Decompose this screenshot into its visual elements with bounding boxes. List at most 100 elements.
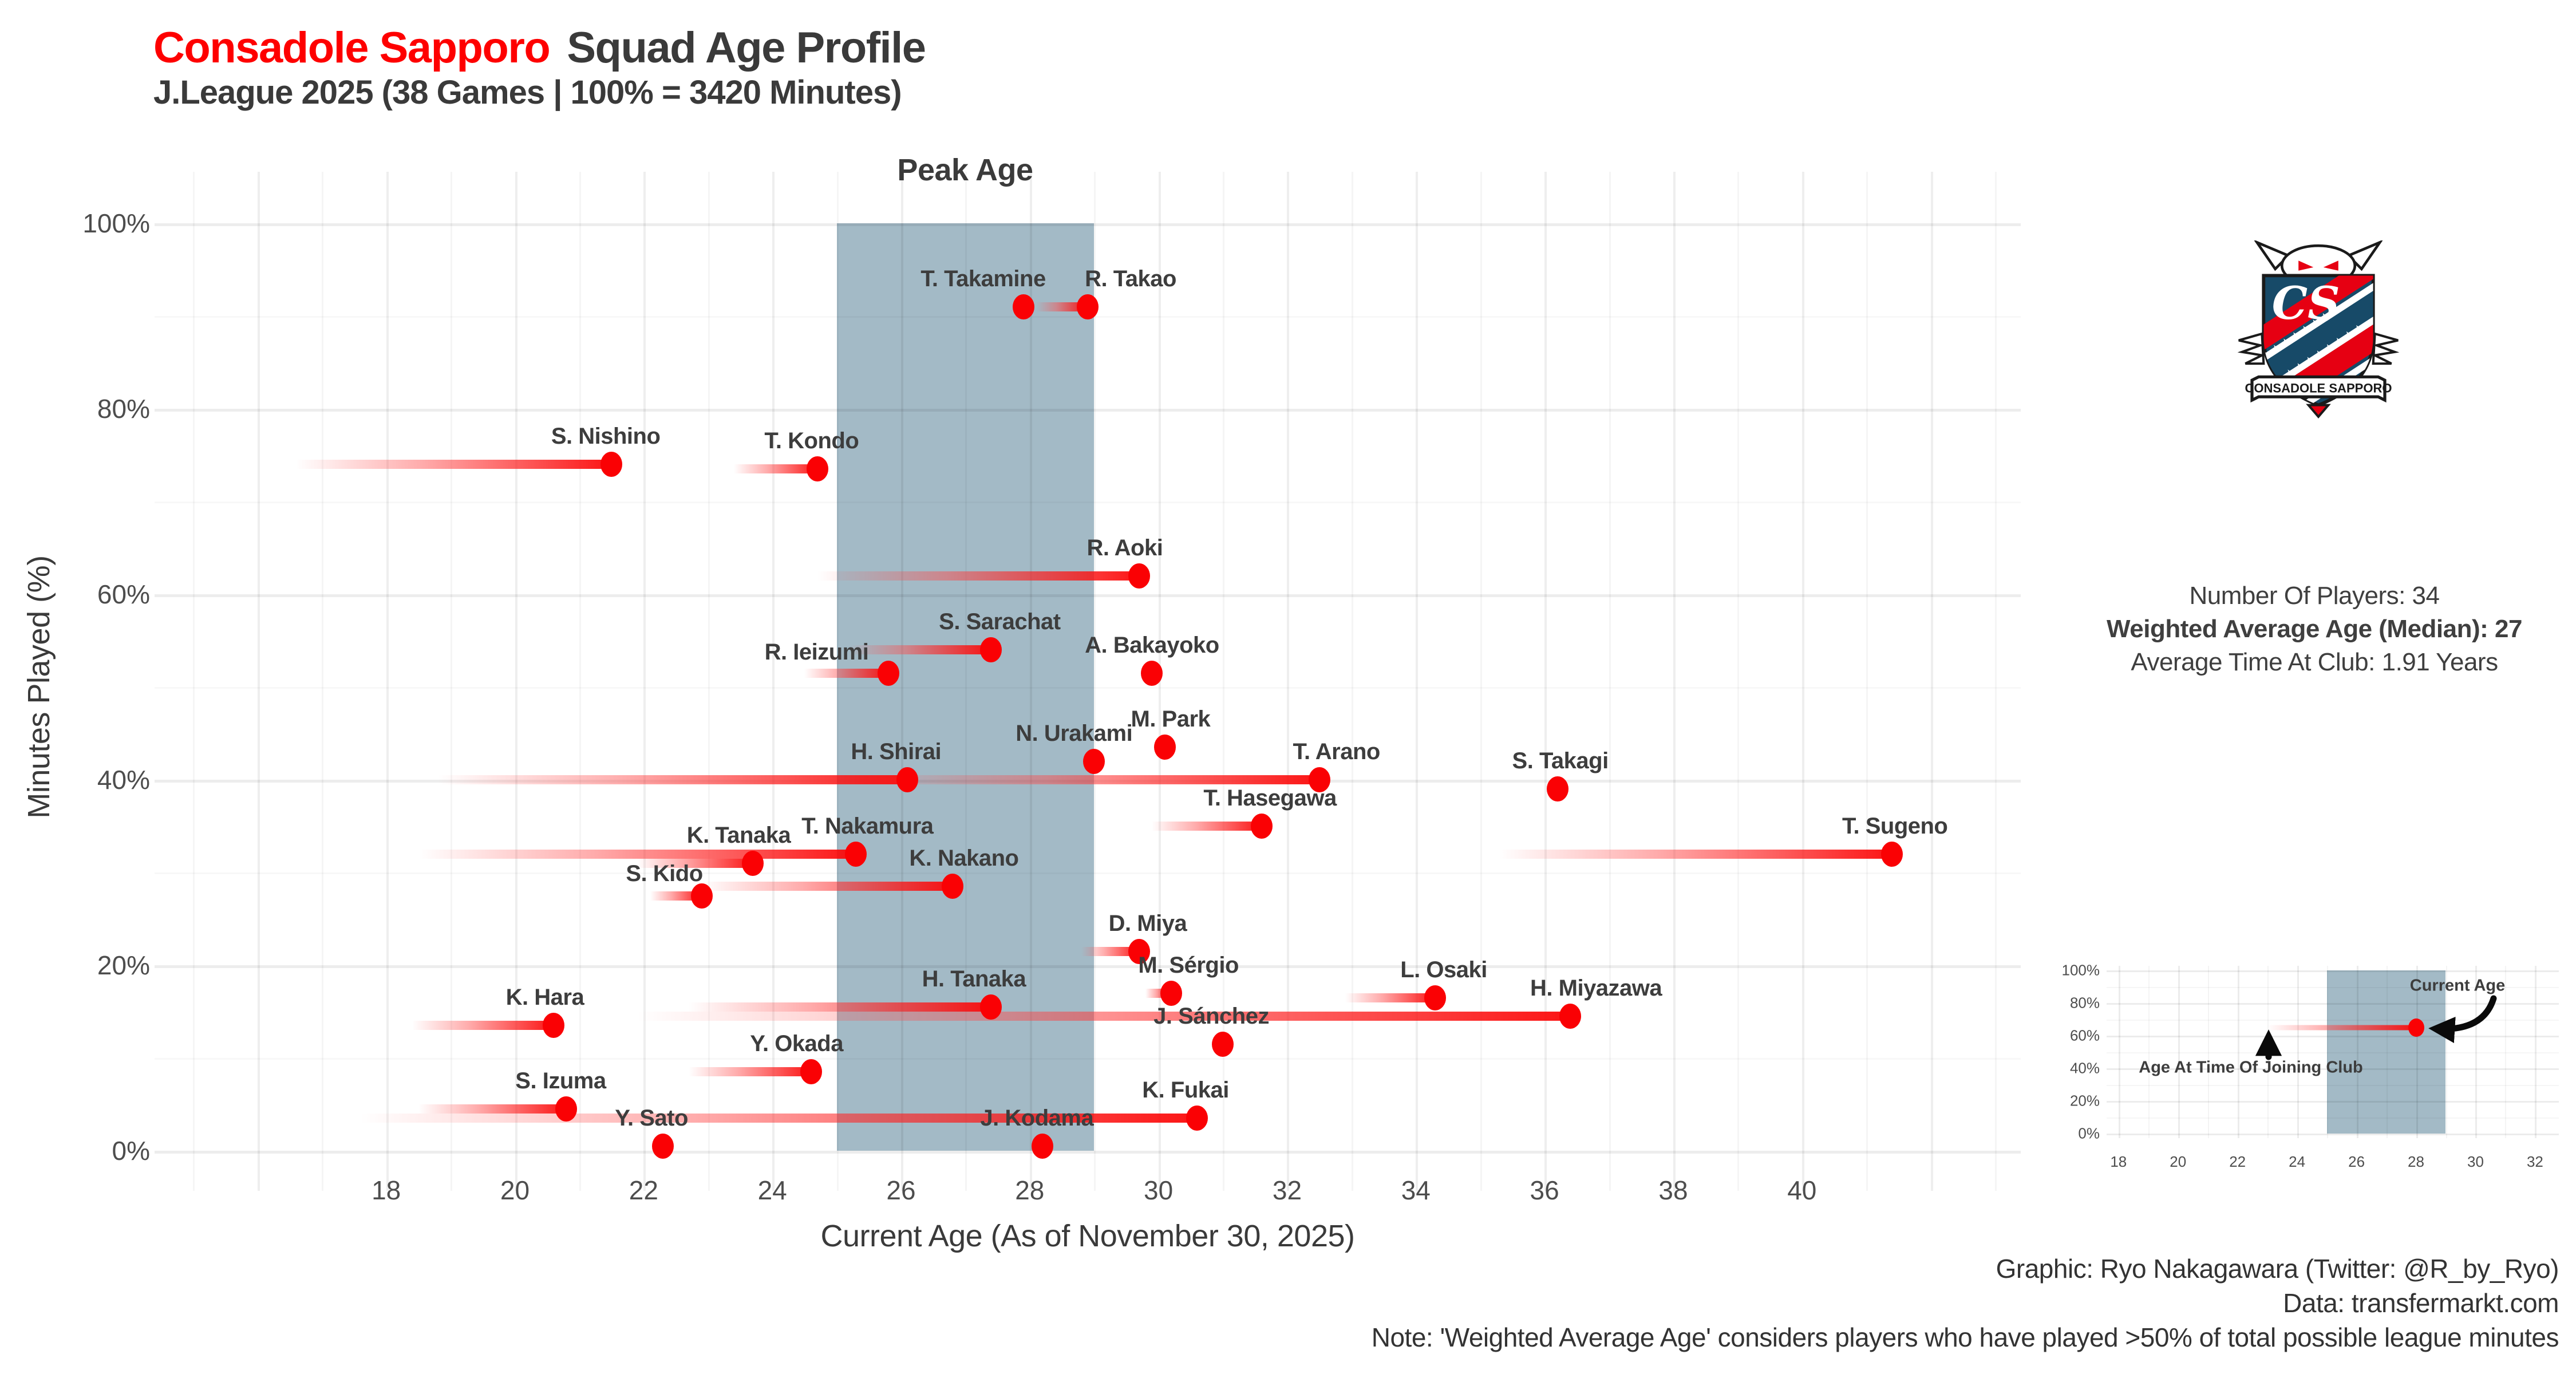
v-gridline (386, 172, 389, 1191)
crest-monogram: CS (2272, 277, 2340, 330)
inset-x-tick-label: 30 (2467, 1153, 2484, 1170)
inset-h-gridline (2107, 1134, 2559, 1135)
inset-y-tick-label: 60% (2069, 1026, 2100, 1044)
player-dot (542, 1013, 564, 1039)
player-trail (412, 1021, 554, 1030)
inset-h-gridline (2107, 1003, 2559, 1005)
player-trail (296, 460, 612, 469)
y-tick-label: 0% (112, 1136, 150, 1166)
player-label: S. Izuma (515, 1068, 606, 1094)
player-dot (1083, 748, 1105, 774)
inset-y-tick-label: 40% (2069, 1059, 2100, 1077)
player-trail (637, 1012, 1571, 1021)
crest-banner-text: CONSADOLE SAPPORO (2245, 381, 2392, 396)
inset-x-tick-label: 20 (2170, 1153, 2187, 1170)
title-main: Squad Age Profile (567, 23, 926, 72)
inset-join-age-label: Age At Time Of Joining Club (2139, 1058, 2363, 1077)
player-trail (418, 849, 856, 859)
x-tick-label: 32 (1272, 1175, 1302, 1205)
player-trail (637, 858, 753, 868)
player-dot (806, 456, 828, 482)
v-gridline (1995, 172, 1997, 1191)
x-tick-label: 40 (1787, 1175, 1817, 1205)
player-label: T. Nakamura (801, 813, 934, 839)
v-gridline (451, 172, 453, 1191)
v-gridline (1094, 172, 1096, 1191)
player-label: N. Urakami (1016, 720, 1133, 746)
x-tick-label: 22 (629, 1175, 658, 1205)
player-dot (652, 1133, 674, 1159)
player-label: T. Sugeno (1842, 813, 1948, 839)
inset-h-gridline (2107, 1101, 2559, 1103)
player-label: H. Shirai (851, 739, 942, 764)
footer-credits: Graphic: Ryo Nakagawara (Twitter: @R_by_… (1372, 1251, 2559, 1355)
inset-example-trail (2267, 1025, 2416, 1030)
player-trail (850, 645, 991, 655)
inset-y-tick-label: 20% (2069, 1092, 2100, 1110)
v-gridline (901, 172, 903, 1191)
player-label: D. Miya (1108, 910, 1187, 936)
inset-h-gridline (2107, 970, 2559, 972)
x-tick-label: 38 (1658, 1175, 1688, 1205)
h-gridline (155, 872, 2021, 874)
v-gridline (1416, 172, 1419, 1191)
peak-age-band (836, 223, 1095, 1151)
player-trail (862, 775, 1319, 784)
h-gridline (155, 223, 2021, 226)
inset-v-gridline (2118, 966, 2120, 1138)
v-gridline (1801, 172, 1804, 1191)
y-tick-label: 60% (97, 579, 150, 609)
player-label: Y. Sato (615, 1105, 688, 1131)
player-trail (804, 668, 888, 678)
v-gridline (836, 172, 839, 1191)
h-gridline (155, 594, 2021, 597)
v-gridline (772, 172, 775, 1191)
player-label: J. Sánchez (1153, 1003, 1269, 1029)
player-dot (1032, 1133, 1054, 1159)
x-tick-label: 18 (372, 1175, 401, 1205)
player-label: K. Nakano (909, 846, 1019, 871)
v-gridline (708, 172, 710, 1191)
footer-data-source: Data: transfermarkt.com (2283, 1288, 2559, 1318)
player-label: Y. Okada (750, 1031, 843, 1057)
inset-v-gridline (2475, 966, 2478, 1138)
stat-number-of-players: Number Of Players: 34 (2189, 582, 2440, 610)
x-tick-label: 36 (1530, 1175, 1559, 1205)
x-tick-label: 28 (1015, 1175, 1045, 1205)
player-label: T. Arano (1293, 739, 1381, 764)
inset-h-gridline (2107, 1068, 2559, 1070)
player-trail (1152, 822, 1262, 831)
player-label: R. Aoki (1086, 535, 1163, 560)
inset-v-gridline (2148, 966, 2150, 1138)
v-gridline (965, 172, 967, 1191)
player-dot (1186, 1105, 1208, 1131)
player-trail (1345, 993, 1436, 1002)
h-gridline (155, 1151, 2021, 1154)
player-trail (689, 1002, 991, 1012)
inset-v-gridline (2178, 966, 2180, 1138)
inset-x-tick-label: 22 (2229, 1153, 2246, 1170)
player-label: S. Sarachat (939, 609, 1061, 635)
title-club-name: Consadole Sapporo (153, 23, 551, 72)
player-trail (650, 891, 702, 901)
h-gridline (155, 409, 2021, 412)
player-dot (980, 637, 1002, 663)
player-dot (1881, 841, 1903, 867)
player-trail (817, 571, 1139, 581)
player-dot (877, 660, 899, 686)
player-label: A. Bakayoko (1085, 632, 1219, 658)
player-label: H. Tanaka (922, 966, 1026, 992)
y-tick-label: 80% (97, 394, 150, 424)
player-dot (1308, 767, 1330, 792)
player-label: K. Fukai (1142, 1077, 1229, 1103)
player-trail (437, 775, 908, 784)
player-dot (1077, 294, 1099, 319)
v-gridline (1029, 172, 1032, 1191)
player-trail (1036, 302, 1088, 311)
player-label: J. Kodama (980, 1105, 1094, 1131)
v-gridline (1544, 172, 1547, 1191)
inset-v-gridline (2326, 966, 2328, 1138)
player-dot (1012, 294, 1034, 319)
h-gridline (155, 965, 2021, 968)
